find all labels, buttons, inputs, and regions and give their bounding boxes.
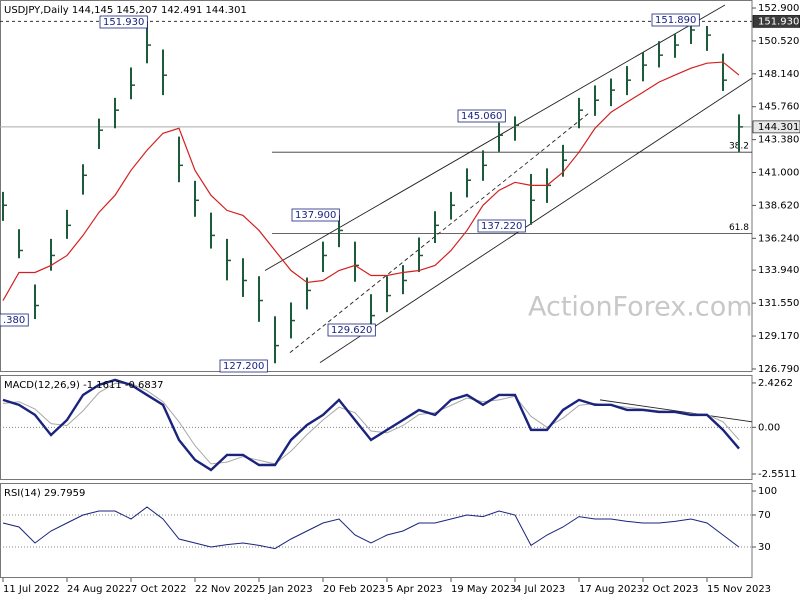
y-tick-label: -2.5511 [758, 469, 797, 480]
x-tick-label: 11 Jul 2022 [3, 584, 60, 595]
price-annotation: 127.200 [223, 361, 264, 372]
y-tick-label: 129.170 [758, 331, 799, 342]
price-badge [752, 120, 800, 134]
y-tick-label: 126.790 [758, 364, 799, 375]
price-annotation: 137.900 [295, 210, 336, 221]
y-tick-label: 143.380 [758, 135, 799, 146]
x-tick-label: 19 May 2023 [451, 584, 516, 595]
y-tick-label: 133.940 [758, 265, 799, 276]
x-tick-label: 15 Nov 2023 [707, 584, 771, 595]
y-tick-label: 150.520 [758, 36, 799, 47]
y-tick-label: 2.4262 [758, 378, 793, 389]
price-annotation: 129.620 [331, 325, 372, 336]
y-tick-label: 0.00 [758, 422, 780, 433]
price-annotation: 151.930 [103, 17, 144, 28]
trendline [289, 111, 591, 353]
y-tick-label: 100 [758, 486, 777, 497]
price-badge-label: 151.930 [758, 16, 799, 27]
price-annotation: 137.220 [481, 221, 522, 232]
price-annotation-box [291, 208, 340, 222]
x-tick-label: 4 Jul 2023 [515, 584, 565, 595]
price-annotation-box [99, 15, 148, 29]
price-annotation-box [477, 219, 526, 233]
panel-title: USDJPY,Daily 144,145 145,207 142.491 144… [4, 5, 247, 16]
trendline [599, 399, 753, 423]
price-annotation-box [219, 359, 268, 373]
price-annotation-box [0, 313, 29, 327]
price-annotation-box [327, 323, 376, 337]
panel-frame [0, 483, 753, 578]
y-tick-label: 138.620 [758, 200, 799, 211]
x-tick-label: 22 Nov 2022 [195, 584, 259, 595]
x-tick-label: 24 Aug 2022 [67, 584, 131, 595]
x-tick-label: 5 Apr 2023 [387, 584, 442, 595]
fib-label: 61.8 [729, 223, 749, 233]
panel-title: MACD(12,26,9) -1.1611 -0.6837 [4, 380, 164, 391]
moving-average [2, 61, 740, 301]
y-tick-label: 30 [758, 542, 771, 553]
signal-line [2, 382, 740, 465]
y-tick-label: 131.550 [758, 298, 799, 309]
y-tick-label: 70 [758, 510, 771, 521]
rsi-line [2, 506, 740, 550]
x-tick-label: 7 Oct 2022 [131, 584, 186, 595]
price-badge-label: 144.301 [758, 122, 799, 133]
y-tick-label: 148.140 [758, 69, 799, 80]
y-tick-label: 141.000 [758, 168, 799, 179]
price-badge [752, 15, 800, 28]
price-annotation-box [457, 109, 506, 123]
macd-line [2, 378, 740, 472]
y-tick-label: 145.760 [758, 102, 799, 113]
price-annotation: .380 [3, 315, 25, 326]
trendline [264, 4, 726, 271]
trendline [319, 77, 753, 363]
watermark: ActionForex.com [528, 292, 753, 323]
price-annotation: 151.890 [655, 15, 696, 26]
x-tick-label: 5 Jan 2023 [259, 584, 313, 595]
x-tick-label: 2 Oct 2023 [643, 584, 698, 595]
x-tick-label: 17 Aug 2023 [579, 584, 643, 595]
x-tick-label: 20 Feb 2023 [323, 584, 385, 595]
price-annotation-box [651, 13, 700, 27]
panel-frame [0, 0, 753, 372]
y-tick-label: 152.900 [758, 3, 799, 14]
price-annotation: 145.060 [461, 111, 502, 122]
panel-title: RSI(14) 29.7959 [4, 488, 85, 499]
y-tick-label: 136.240 [758, 233, 799, 244]
